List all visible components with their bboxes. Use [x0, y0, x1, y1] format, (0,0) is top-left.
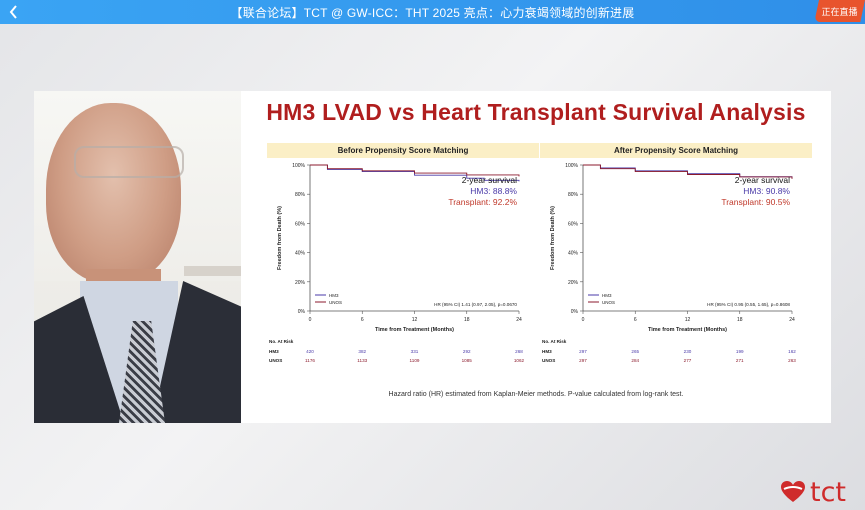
risk-label: No. At Risk	[269, 339, 294, 344]
risk-row-name: HM3	[269, 349, 279, 354]
speaker-video	[34, 91, 241, 423]
risk-value: 1176	[305, 358, 315, 363]
series-line-unos	[583, 164, 793, 179]
y-tick-label: 40%	[295, 251, 306, 257]
risk-value: 199	[736, 349, 744, 354]
series-line-unos	[310, 164, 520, 177]
panel-title: Before Propensity Score Matching	[267, 143, 539, 158]
risk-value: 420	[306, 349, 314, 354]
panel-before-matching: Before Propensity Score Matching 0% 20% 40…	[267, 143, 539, 373]
speaker-glasses	[74, 146, 184, 178]
x-axis-label: Time from Treatment (Months)	[375, 327, 454, 333]
risk-value: 292	[463, 349, 471, 354]
risk-value: 162	[788, 349, 796, 354]
x-tick-label: 24	[789, 317, 795, 323]
top-bar: 【联合论坛】TCT @ GW-ICC：THT 2025 亮点：心力衰竭领域的创新…	[0, 0, 865, 24]
risk-value: 277	[684, 358, 692, 363]
survival-transplant: Transplant: 92.2%	[448, 197, 517, 207]
km-chart-after: 0% 20% 40% 60% 80% 100% 0 6 12 18 24 Time from Trea…	[542, 163, 796, 363]
y-tick-label: 20%	[295, 280, 306, 286]
panel-after-matching: After Propensity Score Matching 0% 20% 40%…	[540, 143, 812, 373]
survival-transplant: Transplant: 90.5%	[721, 197, 790, 207]
legend-label: UNOS	[602, 300, 615, 305]
legend-label: UNOS	[329, 300, 342, 305]
km-chart-before: 0% 20% 40% 60% 80% 100% 0 6 12 18 24 Time from Trea…	[269, 163, 525, 363]
risk-value: 284	[631, 358, 639, 363]
x-tick-label: 0	[582, 317, 585, 323]
y-tick-label: 60%	[568, 221, 579, 227]
y-tick-label: 80%	[295, 192, 306, 198]
slide-footnote: Hazard ratio (HR) estimated from Kaplan-…	[388, 391, 684, 398]
risk-row-name: HM3	[542, 349, 552, 354]
risk-value: 382	[358, 349, 366, 354]
x-tick-label: 6	[634, 317, 637, 323]
risk-value: 1062	[514, 358, 525, 363]
x-tick-label: 6	[361, 317, 364, 323]
live-badge: 正在直播	[814, 0, 865, 22]
chevron-left-icon[interactable]	[4, 2, 24, 22]
legend-label: HM3	[329, 293, 339, 298]
survival-hm3: HM3: 90.8%	[743, 186, 790, 196]
survival-heading: 2-year survival	[462, 175, 517, 185]
risk-value: 271	[736, 358, 744, 363]
y-tick-label: 40%	[568, 251, 579, 257]
x-axis-label: Time from Treatment (Months)	[648, 327, 727, 333]
survival-heading: 2-year survival	[735, 175, 790, 185]
legend-label: HM3	[602, 293, 612, 298]
presentation-slide: HM3 LVAD vs Heart Transplant Survival An…	[241, 91, 831, 423]
y-tick-label: 0%	[298, 309, 306, 315]
stream-title: 【联合论坛】TCT @ GW-ICC：THT 2025 亮点：心力衰竭领域的创新…	[230, 5, 635, 20]
risk-row-name: UNOS	[269, 358, 282, 363]
risk-value: 265	[631, 349, 639, 354]
x-tick-label: 18	[737, 317, 743, 323]
y-tick-label: 60%	[295, 221, 306, 227]
panel-title: After Propensity Score Matching	[540, 143, 812, 158]
risk-value: 331	[411, 349, 419, 354]
risk-value: 1085	[462, 358, 473, 363]
y-tick-label: 80%	[568, 192, 579, 198]
x-tick-label: 24	[516, 317, 522, 323]
risk-value: 1133	[357, 358, 367, 363]
y-tick-label: 100%	[565, 163, 578, 169]
risk-value: 297	[579, 349, 587, 354]
heart-logo-icon	[781, 481, 805, 502]
y-axis-label: Freedom from Death (%)	[550, 206, 556, 270]
y-axis-label: Freedom from Death (%)	[277, 206, 283, 270]
tct-logo: tct	[780, 474, 865, 510]
hr-text: HR (95% CI) 0.95 (0.55, 1.65), p=0.8608	[707, 302, 790, 307]
risk-value: 230	[684, 349, 692, 354]
y-tick-label: 0%	[571, 309, 579, 315]
y-tick-label: 20%	[568, 280, 579, 286]
speaker-head	[46, 103, 181, 283]
risk-value: 268	[515, 349, 523, 354]
slide-title: HM3 LVAD vs Heart Transplant Survival An…	[266, 99, 806, 125]
logo-text: tct	[810, 476, 847, 508]
x-tick-label: 12	[685, 317, 691, 323]
risk-value: 297	[579, 358, 587, 363]
risk-value: 1109	[410, 358, 420, 363]
series-line-hm3	[310, 164, 520, 182]
x-tick-label: 12	[412, 317, 418, 323]
survival-hm3: HM3: 88.8%	[470, 186, 517, 196]
risk-value: 263	[788, 358, 796, 363]
risk-row-name: UNOS	[542, 358, 555, 363]
hr-text: HR (95% CI) 1.41 (0.97, 2.05), p=0.0670	[434, 302, 517, 307]
x-tick-label: 18	[464, 317, 470, 323]
y-tick-label: 100%	[292, 163, 305, 169]
risk-label: No. At Risk	[542, 339, 567, 344]
x-tick-label: 0	[309, 317, 312, 323]
